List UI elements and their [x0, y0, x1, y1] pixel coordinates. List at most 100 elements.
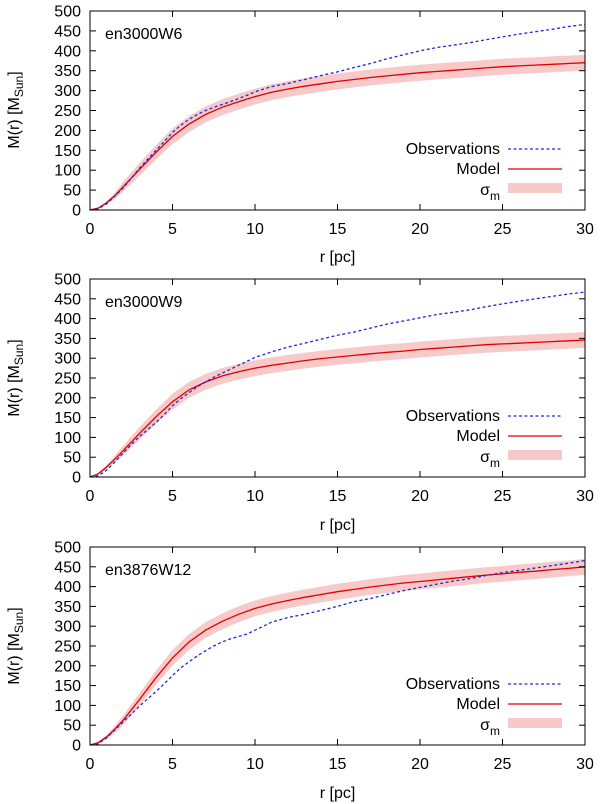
x-axis-title: r [pc] — [320, 785, 356, 802]
y-tick-label: 0 — [72, 738, 81, 755]
y-tick-label: 450 — [54, 559, 81, 576]
y-tick-label: 200 — [54, 390, 81, 407]
legend-swatch-band — [508, 183, 562, 193]
y-tick-label: 200 — [54, 123, 81, 140]
panel-title: en3000W6 — [105, 26, 182, 43]
y-tick-label: 150 — [54, 410, 81, 427]
model-line — [89, 339, 586, 478]
y-axis-title-main: M(r) [M — [6, 365, 23, 417]
legend-label-sigma: σm — [480, 449, 500, 470]
x-tick-label: 20 — [411, 488, 429, 505]
y-tick-label: 100 — [54, 698, 81, 715]
x-tick-label: 5 — [168, 221, 177, 238]
y-tick-label: 400 — [54, 579, 81, 596]
sigma-band — [90, 54, 585, 210]
y-tick-label: 100 — [54, 430, 81, 447]
x-tick-label: 30 — [576, 221, 594, 238]
observations-line — [89, 559, 586, 746]
x-tick-label: 15 — [329, 221, 347, 238]
legend-label-solid: Model — [456, 428, 500, 445]
y-tick-label: 100 — [54, 163, 81, 180]
y-tick-label: 250 — [54, 103, 81, 120]
y-tick-label: 350 — [54, 331, 81, 348]
legend-label-solid: Model — [456, 696, 500, 713]
x-tick-label: 10 — [246, 488, 264, 505]
legend-label-sigma-main: σ — [480, 449, 490, 466]
y-axis-title-close: ] — [6, 339, 23, 343]
x-tick-label: 0 — [86, 756, 95, 773]
model-line — [89, 566, 586, 746]
y-tick-label: 300 — [54, 619, 81, 636]
chart-panel-2: 0 50 100 150 200 250 300 350 400 450 500 0 5 10 15 20 25… — [6, 272, 594, 535]
legend-label-sigma: σm — [480, 182, 500, 203]
legend-label-sigma-main: σ — [480, 182, 490, 199]
legend-label-sigma: σm — [480, 717, 500, 738]
x-axis-title: r [pc] — [320, 517, 356, 534]
legend-label-solid: Model — [456, 161, 500, 178]
x-tick-label: 5 — [168, 756, 177, 773]
x-tick-label: 20 — [411, 221, 429, 238]
y-axis-title: M(r) [MSun] — [6, 607, 26, 684]
panel-title: en3000W9 — [105, 294, 182, 311]
y-axis-title-close: ] — [6, 607, 23, 611]
legend-label-sigma-sub: m — [490, 189, 500, 203]
x-tick-label: 0 — [86, 221, 95, 238]
legend: Observations Model σm — [406, 408, 562, 470]
chart-panel-3: 0 50 100 150 200 250 300 350 400 450 500 0 5 10 15 20 25… — [6, 540, 594, 803]
legend-swatch-band — [508, 718, 562, 728]
y-tick-label: 50 — [63, 450, 81, 467]
y-axis-title-main: M(r) [M — [6, 633, 23, 685]
y-tick-label: 0 — [72, 203, 81, 220]
y-tick-label: 500 — [54, 272, 81, 289]
x-tick-label: 5 — [168, 488, 177, 505]
x-tick-label: 0 — [86, 488, 95, 505]
observations-line — [89, 291, 586, 478]
legend: Observations Model σm — [406, 141, 562, 203]
legend-label-dashed: Observations — [406, 408, 500, 425]
y-tick-label: 0 — [72, 470, 81, 487]
y-axis-title-sub: Sun — [12, 76, 26, 97]
model-line — [89, 62, 586, 211]
legend-label-dashed: Observations — [406, 141, 500, 158]
y-tick-label: 250 — [54, 639, 81, 656]
y-axis-title: M(r) [MSun] — [6, 71, 26, 148]
x-tick-label: 25 — [494, 488, 512, 505]
y-axis-title-close: ] — [6, 71, 23, 75]
x-tick-label: 15 — [329, 488, 347, 505]
y-axis-title-sub: Sun — [12, 612, 26, 633]
sigma-band — [90, 558, 585, 745]
x-tick-label: 20 — [411, 756, 429, 773]
x-axis-title: r [pc] — [320, 249, 356, 266]
legend: Observations Model σm — [406, 676, 562, 738]
panel-title: en3876W12 — [105, 562, 191, 579]
y-tick-label: 400 — [54, 311, 81, 328]
x-tick-label: 25 — [494, 221, 512, 238]
y-tick-label: 500 — [54, 540, 81, 557]
x-tick-label: 30 — [576, 488, 594, 505]
y-axis-title: M(r) [MSun] — [6, 339, 26, 416]
y-tick-label: 450 — [54, 291, 81, 308]
y-tick-label: 200 — [54, 658, 81, 675]
y-tick-label: 50 — [63, 718, 81, 735]
legend-label-sigma-sub: m — [490, 724, 500, 738]
y-tick-label: 350 — [54, 63, 81, 80]
y-tick-label: 150 — [54, 678, 81, 695]
y-axis-title-main: M(r) [M — [6, 97, 23, 149]
sigma-band — [90, 332, 585, 477]
y-tick-label: 450 — [54, 23, 81, 40]
x-tick-label: 10 — [246, 221, 264, 238]
y-tick-label: 400 — [54, 43, 81, 60]
legend-label-sigma-main: σ — [480, 717, 490, 734]
y-tick-label: 300 — [54, 83, 81, 100]
legend-label-sigma-sub: m — [490, 456, 500, 470]
x-tick-label: 10 — [246, 756, 264, 773]
observations-line — [89, 23, 586, 211]
y-tick-label: 500 — [54, 4, 81, 21]
x-tick-label: 15 — [329, 756, 347, 773]
x-tick-label: 25 — [494, 756, 512, 773]
legend-swatch-band — [508, 450, 562, 460]
y-tick-label: 350 — [54, 599, 81, 616]
y-tick-label: 50 — [63, 183, 81, 200]
x-tick-label: 30 — [576, 756, 594, 773]
legend-label-dashed: Observations — [406, 676, 500, 693]
